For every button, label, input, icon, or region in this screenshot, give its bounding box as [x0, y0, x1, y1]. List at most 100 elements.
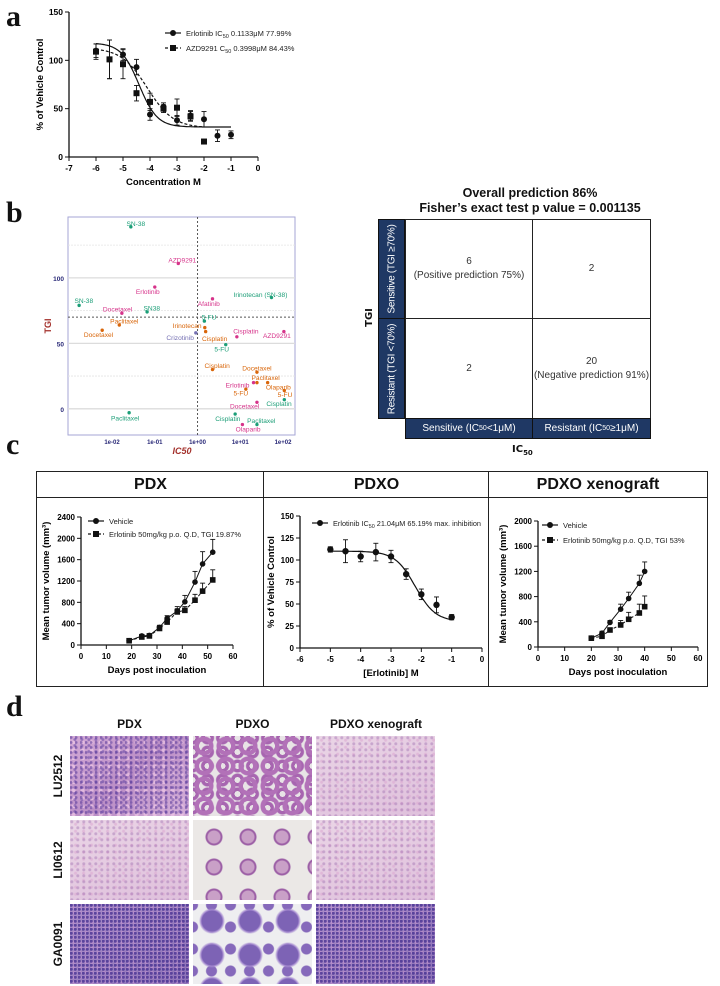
y-tick-label: 400	[519, 618, 533, 627]
subscript: 50	[479, 425, 487, 432]
pdxo-title: PDXO	[264, 472, 489, 498]
x-axis-title: IC50	[172, 446, 191, 456]
point-label: Docetaxel	[230, 404, 260, 411]
data-point	[255, 380, 259, 385]
data-point-square	[174, 609, 181, 615]
y-tick-label: 0	[60, 407, 64, 414]
x-tick-label: 60	[229, 652, 238, 661]
data-point-circle	[182, 599, 188, 605]
col-header-text: Resistant (IC	[544, 423, 603, 434]
y-tick-label: 150	[49, 7, 63, 17]
data-point-circle	[418, 591, 425, 598]
histology-image-li0612-pdx	[70, 820, 189, 900]
cell-sensitive-resistant: 2	[532, 219, 651, 319]
data-point-circle	[147, 111, 153, 118]
data-point-square	[625, 616, 632, 623]
legend-marker-circle	[93, 518, 99, 524]
data-point-circle	[199, 561, 206, 567]
col-header-text: ≥1μM)	[610, 423, 639, 434]
point-label: Docetaxel	[103, 307, 133, 314]
data-point-square	[607, 627, 613, 633]
x-tick-label: -1	[448, 655, 456, 664]
x-tick-label: -4	[357, 655, 365, 664]
legend-subscript: 50	[225, 49, 231, 55]
data-point	[202, 319, 207, 323]
series-line	[591, 571, 646, 639]
data-point-square	[599, 633, 605, 640]
point-label: 5-FU	[278, 392, 293, 399]
legend-text: AZD9291 C	[186, 44, 226, 53]
y-tick-label: 2000	[57, 534, 75, 543]
cell-note: (Negative prediction 91%)	[533, 369, 650, 381]
panel-c-frame: PDX PDXO PDXO xenograft	[36, 471, 708, 687]
data-point	[251, 380, 256, 385]
data-point-circle	[192, 579, 198, 585]
histology-col-pdx: PDX	[117, 717, 142, 731]
y-tick-label: 50	[285, 600, 294, 609]
data-point-circle	[448, 614, 455, 621]
col-header-resistant: Resistant (IC 50 ≥1μM)	[532, 418, 651, 439]
data-point-square	[174, 104, 180, 111]
histology-image-ga0091-pdxo	[193, 904, 312, 984]
histology-image-ga0091-xenograft	[316, 904, 435, 984]
data-point	[100, 328, 104, 332]
x-tick-label: 0	[536, 654, 541, 663]
point-label: AZD9291	[168, 257, 196, 264]
data-point-circle	[617, 606, 624, 612]
x-tick-label: 10	[102, 652, 111, 661]
data-point-circle	[607, 619, 613, 626]
data-point	[127, 411, 131, 415]
x-tick-label: 20	[587, 654, 596, 663]
data-point-circle	[433, 601, 440, 609]
data-point-square	[182, 607, 188, 614]
point-label: 5-FU	[214, 346, 229, 353]
data-point	[233, 412, 237, 416]
chart-c-pdxo: -6 -5 -4 -3 -2 -1 0 0 25 50 75 100 125 150 [Erlotinib]…	[266, 512, 485, 679]
histology-image-lu2512-pdx	[70, 736, 189, 816]
histology-image-lu2512-xenograft	[316, 736, 435, 816]
point-label: Cisplatin	[266, 401, 292, 408]
fit-curve-azd9291	[95, 48, 205, 128]
y-axis-title: % of Vehicle Control	[266, 536, 277, 628]
cell-resistant-sensitive: 2	[405, 318, 533, 419]
x-tick-label: 0	[79, 652, 84, 661]
y-tick-label: 400	[62, 620, 76, 629]
fit-curve-erlotinib	[95, 43, 231, 128]
x-tick-label: 1e+00	[189, 440, 207, 446]
x-tick-label: 1e+01	[232, 440, 250, 446]
data-point	[255, 400, 259, 404]
data-point-circle	[372, 548, 380, 556]
data-point-square	[146, 633, 153, 639]
x-axis-title: [Erlotinib] M	[363, 668, 418, 679]
y-tick-label: 50	[54, 104, 64, 114]
y-tick-label: 100	[53, 276, 64, 283]
legend-marker-circle	[317, 520, 323, 526]
chart-c-pdx: 0 10 20 30 40 50 60 0 400 800 1200 1600 2000 2400 Days…	[41, 513, 241, 676]
data-point-square	[126, 637, 132, 644]
legend-marker-square	[93, 531, 99, 537]
y-tick-label: 0	[290, 644, 295, 653]
legend-subscript: 50	[369, 524, 375, 530]
data-point-circle	[133, 64, 140, 71]
point-label: Erlotinib	[136, 289, 160, 296]
point-label: Paclitaxel	[110, 318, 139, 325]
data-point-circle	[228, 131, 234, 138]
data-point	[129, 225, 133, 229]
point-label: SN-38	[126, 221, 145, 228]
cell-count: 2	[466, 362, 472, 374]
y-tick-label: 100	[281, 556, 295, 565]
point-label: Olaparib	[266, 385, 291, 392]
data-point-square	[164, 619, 170, 625]
point-label: 5-FU	[234, 390, 249, 397]
point-label: Paclitaxel	[252, 375, 281, 382]
data-point-square	[636, 610, 643, 616]
y-tick-label: 150	[281, 512, 295, 521]
point-label: Crizotinib	[166, 335, 194, 342]
data-point	[269, 295, 274, 300]
point-label: Cisplatin	[233, 328, 259, 335]
point-label: Irinotecan	[173, 323, 202, 330]
legend-marker-circle	[547, 522, 553, 528]
data-point-square	[187, 113, 194, 120]
point-label: Olaparib	[236, 427, 261, 434]
